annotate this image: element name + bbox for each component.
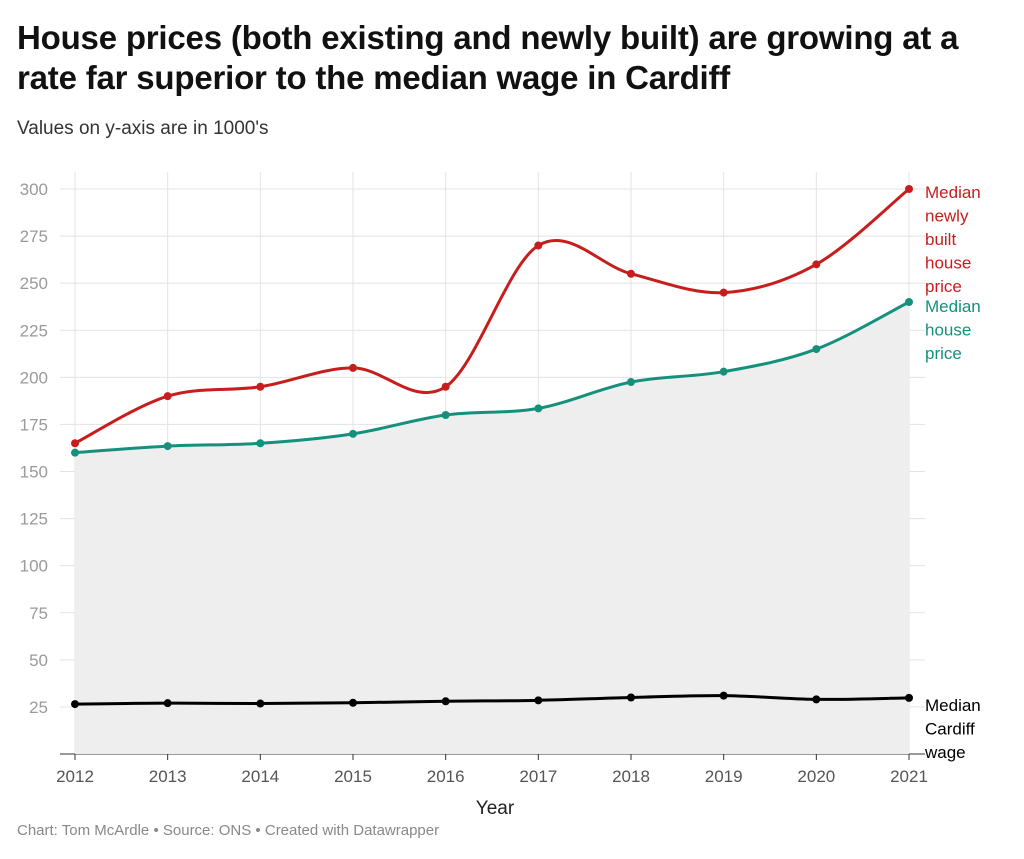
point-median-house-price xyxy=(627,378,635,387)
point-median-house-price xyxy=(256,439,265,448)
chart-title: House prices (both existing and newly bu… xyxy=(17,19,959,96)
series-label-line: wage xyxy=(924,743,966,762)
series-label-line: Median xyxy=(925,183,981,202)
line-median-house-price xyxy=(73,300,911,455)
y-tick-label: 225 xyxy=(20,321,48,340)
y-tick-label: 125 xyxy=(20,510,48,529)
x-tick-label: 2021 xyxy=(890,767,928,786)
y-tick-label: 275 xyxy=(20,227,48,246)
point-median-house-price xyxy=(71,448,79,457)
series-label-median-newly-built-house-price: Median newly built house price xyxy=(925,183,981,296)
point-median-newly-built-house-price xyxy=(71,439,79,448)
point-median-newly-built-house-price xyxy=(534,241,543,250)
series-label-line: built xyxy=(925,230,956,249)
point-median-cardiff-wage xyxy=(812,695,821,704)
point-median-house-price xyxy=(441,411,450,419)
x-tick-label: 2020 xyxy=(797,767,835,786)
point-median-newly-built-house-price xyxy=(256,382,265,391)
point-median-house-price xyxy=(719,367,728,376)
point-median-newly-built-house-price xyxy=(812,260,821,269)
point-median-cardiff-wage xyxy=(627,693,635,702)
y-tick-label: 250 xyxy=(20,274,48,293)
series-label-line: house xyxy=(925,254,971,273)
point-median-cardiff-wage xyxy=(71,700,79,709)
x-tick-label: 2019 xyxy=(705,767,743,786)
footer-separator: • xyxy=(255,822,261,839)
footer-source: Source: ONS xyxy=(162,822,252,839)
series-label-line: newly xyxy=(925,207,969,226)
line-median-newly-built-house-price xyxy=(73,187,911,445)
area-median-house-price xyxy=(75,302,909,754)
x-axis-label: Year xyxy=(476,798,515,819)
point-median-house-price xyxy=(905,298,913,306)
series-label-line: price xyxy=(925,344,962,363)
y-tick-label: 25 xyxy=(29,698,48,717)
point-median-cardiff-wage xyxy=(163,699,172,708)
point-median-newly-built-house-price xyxy=(719,288,728,297)
point-median-house-price xyxy=(534,404,543,413)
series-label-line: Median xyxy=(925,297,981,316)
y-tick-label: 75 xyxy=(29,604,48,623)
point-median-cardiff-wage xyxy=(256,699,265,708)
series-lines xyxy=(73,187,911,706)
point-median-cardiff-wage xyxy=(905,693,913,702)
y-tick-label: 50 xyxy=(29,651,48,670)
x-axis-ticks: 2012 2013 2014 2015 2016 2017 2018 2019 2020 2021 xyxy=(56,767,928,786)
x-tick-label: 2013 xyxy=(149,767,187,786)
chart-subtitle: Values on y-axis are in 1000's xyxy=(17,118,269,139)
point-median-house-price xyxy=(812,345,821,354)
series-label-median-house-price: Median house price xyxy=(925,297,981,363)
x-tick-label: 2014 xyxy=(241,767,279,786)
x-tick-label: 2018 xyxy=(612,767,650,786)
series-label-line: Median xyxy=(925,696,981,715)
footer-separator: • xyxy=(153,822,159,839)
point-median-house-price xyxy=(349,429,357,438)
x-tick-label: 2012 xyxy=(56,767,94,786)
point-median-newly-built-house-price xyxy=(163,392,172,401)
y-tick-label: 100 xyxy=(20,557,48,576)
y-tick-label: 175 xyxy=(20,415,48,434)
point-median-newly-built-house-price xyxy=(627,269,635,278)
y-axis-ticks: 25 50 75 100 125 150 175 200 225 250 275 300 xyxy=(20,180,48,717)
point-median-cardiff-wage xyxy=(719,691,728,700)
point-median-newly-built-house-price xyxy=(349,363,357,372)
series-label-line: Cardiff xyxy=(925,720,975,739)
footer-created-with: Created with Datawrapper xyxy=(264,822,440,839)
point-median-newly-built-house-price xyxy=(441,382,450,391)
y-tick-label: 150 xyxy=(20,463,48,482)
point-median-cardiff-wage xyxy=(534,696,543,705)
series-points xyxy=(71,185,913,709)
series-label-median-cardiff-wage: Median Cardiff wage xyxy=(924,696,981,762)
point-median-newly-built-house-price xyxy=(905,185,913,193)
series-label-line: price xyxy=(925,277,962,296)
area-fill xyxy=(75,302,909,754)
series-label-line: house xyxy=(925,321,971,340)
x-tick-label: 2017 xyxy=(519,767,557,786)
line-median-cardiff-wage xyxy=(73,694,911,706)
point-median-cardiff-wage xyxy=(441,697,450,706)
x-tick-label: 2015 xyxy=(334,767,372,786)
chart-footer: Chart: Tom McArdle • Source: ONS • Creat… xyxy=(17,822,439,839)
y-tick-label: 300 xyxy=(20,180,48,199)
footer-chart-credit: Chart: Tom McArdle xyxy=(17,822,150,839)
point-median-cardiff-wage xyxy=(349,698,357,707)
point-median-house-price xyxy=(163,442,172,451)
x-tick-label: 2016 xyxy=(427,767,465,786)
y-tick-label: 200 xyxy=(20,368,48,387)
